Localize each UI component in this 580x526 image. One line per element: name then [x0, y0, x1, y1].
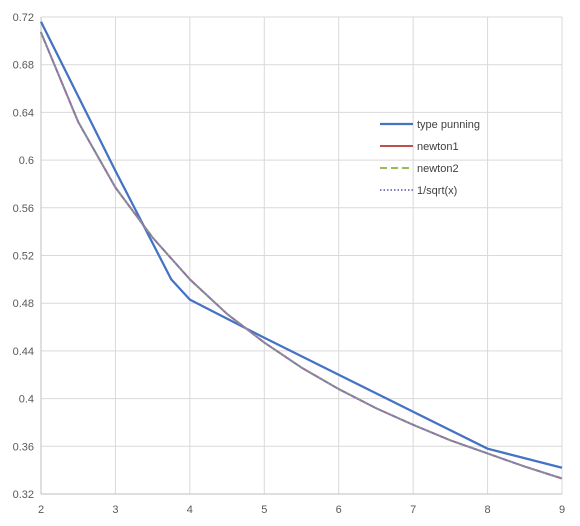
plot-series — [39, 21, 563, 480]
y-tick-label: 0.36 — [13, 441, 34, 453]
x-tick-label: 9 — [559, 504, 565, 516]
x-tick-label: 5 — [261, 504, 267, 516]
legend: type punning newton1 newton2 1/sqrt(x) — [380, 119, 480, 197]
y-tick-label: 0.56 — [13, 203, 34, 215]
legend-label-2: newton2 — [417, 163, 459, 175]
y-tick-label: 0.64 — [13, 107, 34, 119]
series-line-0 — [39, 21, 563, 469]
y-tick-label: 0.32 — [13, 489, 34, 501]
x-axis-tick-labels: 2 3 4 5 6 7 8 9 — [38, 504, 565, 516]
x-tick-label: 6 — [336, 504, 342, 516]
x-tick-label: 3 — [112, 504, 118, 516]
legend-label-3: 1/sqrt(x) — [417, 185, 457, 197]
x-tick-label: 7 — [410, 504, 416, 516]
legend-label-1: newton1 — [417, 141, 459, 153]
y-tick-label: 0.6 — [19, 155, 34, 167]
y-axis-tick-labels: 0.32 0.36 0.4 0.44 0.48 0.52 0.56 0.6 0.64 0.68 0.… — [13, 12, 34, 501]
y-tick-label: 0.68 — [13, 60, 34, 72]
grid-lines — [41, 16, 563, 494]
y-tick-label: 0.52 — [13, 251, 34, 263]
legend-label-0: type punning — [417, 119, 480, 131]
y-tick-label: 0.48 — [13, 298, 34, 310]
axes — [40, 17, 562, 495]
x-tick-label: 4 — [187, 504, 193, 516]
x-tick-label: 2 — [38, 504, 44, 516]
series-line-3 — [40, 31, 563, 480]
y-tick-label: 0.4 — [19, 394, 34, 406]
y-tick-label: 0.44 — [13, 346, 34, 358]
y-tick-label: 0.72 — [13, 12, 34, 24]
x-tick-label: 8 — [485, 504, 491, 516]
